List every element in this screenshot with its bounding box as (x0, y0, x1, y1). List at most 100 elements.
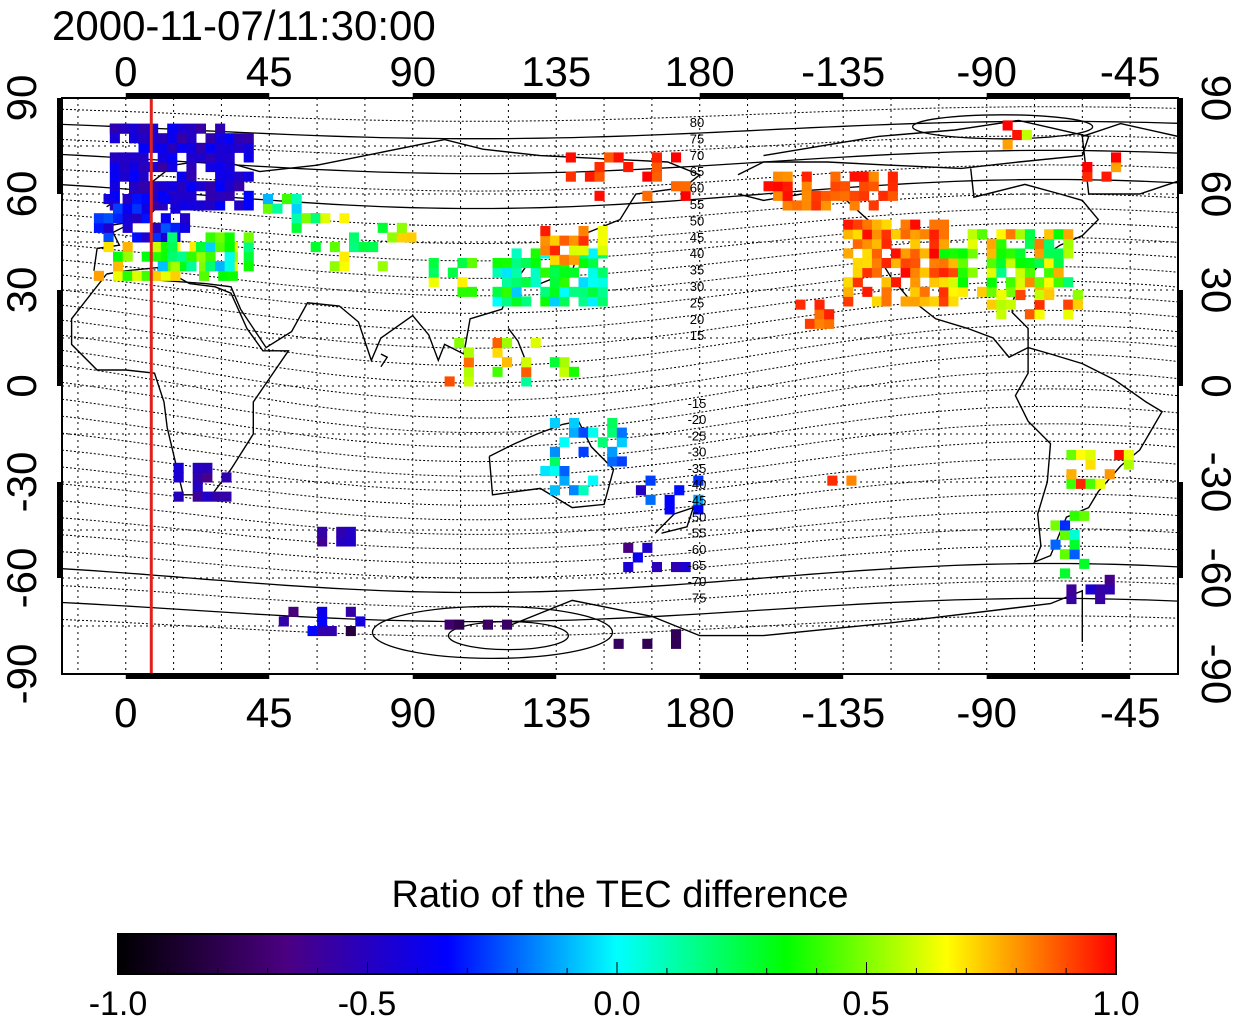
coastline (1081, 122, 1178, 195)
tec-cell (329, 242, 340, 253)
magnetic-contour-line (62, 545, 1178, 579)
tec-cell (632, 552, 643, 563)
x-tick-label-bottom: -45 (1100, 689, 1161, 736)
frame-tick-bar (986, 93, 1131, 99)
tec-cell (160, 194, 171, 205)
tec-cell (122, 251, 133, 262)
tec-cell (444, 376, 455, 387)
tec-cell (205, 133, 216, 144)
tec-cell (773, 181, 784, 192)
tec-cell (948, 286, 959, 297)
tec-cell (224, 242, 235, 253)
contour-label: -15 (688, 396, 707, 411)
contour-label: -30 (688, 445, 707, 460)
tec-cell (588, 248, 599, 259)
tec-cell (843, 229, 854, 240)
tec-cell (843, 286, 854, 297)
tec-cell (202, 462, 213, 473)
tec-cell (881, 238, 892, 249)
tec-cell (852, 229, 863, 240)
tec-cell (1053, 258, 1064, 269)
tec-cell (540, 296, 551, 307)
magnetic-contour-line (62, 493, 1178, 535)
colorbar-title: Ratio of the TEC difference (391, 874, 849, 916)
tec-cell (148, 133, 159, 144)
magnetic-contour-line (62, 222, 1178, 262)
tec-cell (1005, 229, 1016, 240)
tec-cell (1060, 530, 1071, 541)
y-tick-label-left: -30 (0, 452, 45, 513)
tec-cell (1085, 450, 1096, 461)
magnetic-contour-line (62, 423, 1178, 477)
x-tick-label-top: 90 (389, 48, 436, 95)
tec-cell (569, 267, 580, 278)
tec-cell (180, 222, 191, 233)
x-tick-label-top: 180 (665, 48, 735, 95)
tec-cell (186, 190, 197, 201)
tec-cell (103, 242, 114, 253)
tec-cell (977, 229, 988, 240)
tec-cell (511, 267, 522, 278)
tec-cell (588, 475, 599, 486)
tec-cell (588, 296, 599, 307)
contour-label: 60 (690, 181, 704, 196)
tec-cell (132, 270, 143, 281)
tec-cell (457, 286, 468, 297)
tec-cell (597, 235, 608, 246)
tec-cell (588, 258, 599, 269)
tec-cell (141, 270, 152, 281)
tec-cell (616, 456, 627, 467)
colorbar-tick-label: -0.5 (337, 985, 397, 1023)
tec-cell (1002, 139, 1013, 150)
tec-cell (597, 286, 608, 297)
tec-cell (326, 626, 337, 637)
tec-cell (463, 376, 474, 387)
tec-cell (132, 194, 143, 205)
tec-cell (929, 238, 940, 249)
tec-cell (339, 261, 350, 272)
tec-cell (881, 219, 892, 230)
tec-cell (830, 181, 841, 192)
tec-cell (1095, 478, 1106, 489)
tec-cell (502, 267, 513, 278)
tec-cell (938, 219, 949, 230)
tec-cell (1024, 267, 1035, 278)
y-tick-label-right: -60 (1193, 548, 1240, 609)
tec-cell (868, 171, 879, 182)
tec-cell (584, 171, 595, 182)
tec-cell (176, 133, 187, 144)
magnetic-contour-line (62, 562, 1178, 594)
tec-cell (199, 270, 210, 281)
tec-cell (511, 296, 522, 307)
tec-cell (224, 181, 235, 192)
tec-cell (910, 229, 921, 240)
tec-cell (224, 162, 235, 173)
tec-cell (151, 232, 162, 243)
contour-label: 45 (690, 230, 704, 245)
tec-cell (151, 251, 162, 262)
tec-cell (1034, 248, 1045, 259)
tec-cell (234, 133, 245, 144)
tec-cell (967, 267, 978, 278)
tec-cell (1034, 299, 1045, 310)
tec-cell (195, 181, 206, 192)
tec-cell (530, 258, 541, 269)
tec-cell (1066, 478, 1077, 489)
tec-cell (132, 232, 143, 243)
tec-cell (801, 200, 812, 211)
tec-cell (157, 133, 168, 144)
tec-cell (1024, 258, 1035, 269)
contour-label: -50 (688, 509, 707, 524)
tec-cell (492, 258, 503, 269)
frame-tick-bar (125, 93, 270, 99)
contour-label: 15 (690, 328, 704, 343)
tec-cell (301, 213, 312, 224)
tec-cell (840, 190, 851, 201)
tec-cell (502, 258, 513, 269)
tec-cell (852, 277, 863, 288)
tec-cell (871, 229, 882, 240)
tec-cell (243, 171, 254, 182)
frame-tick-bar (125, 673, 270, 679)
tec-cell (1012, 130, 1023, 141)
tec-cell (1034, 309, 1045, 320)
